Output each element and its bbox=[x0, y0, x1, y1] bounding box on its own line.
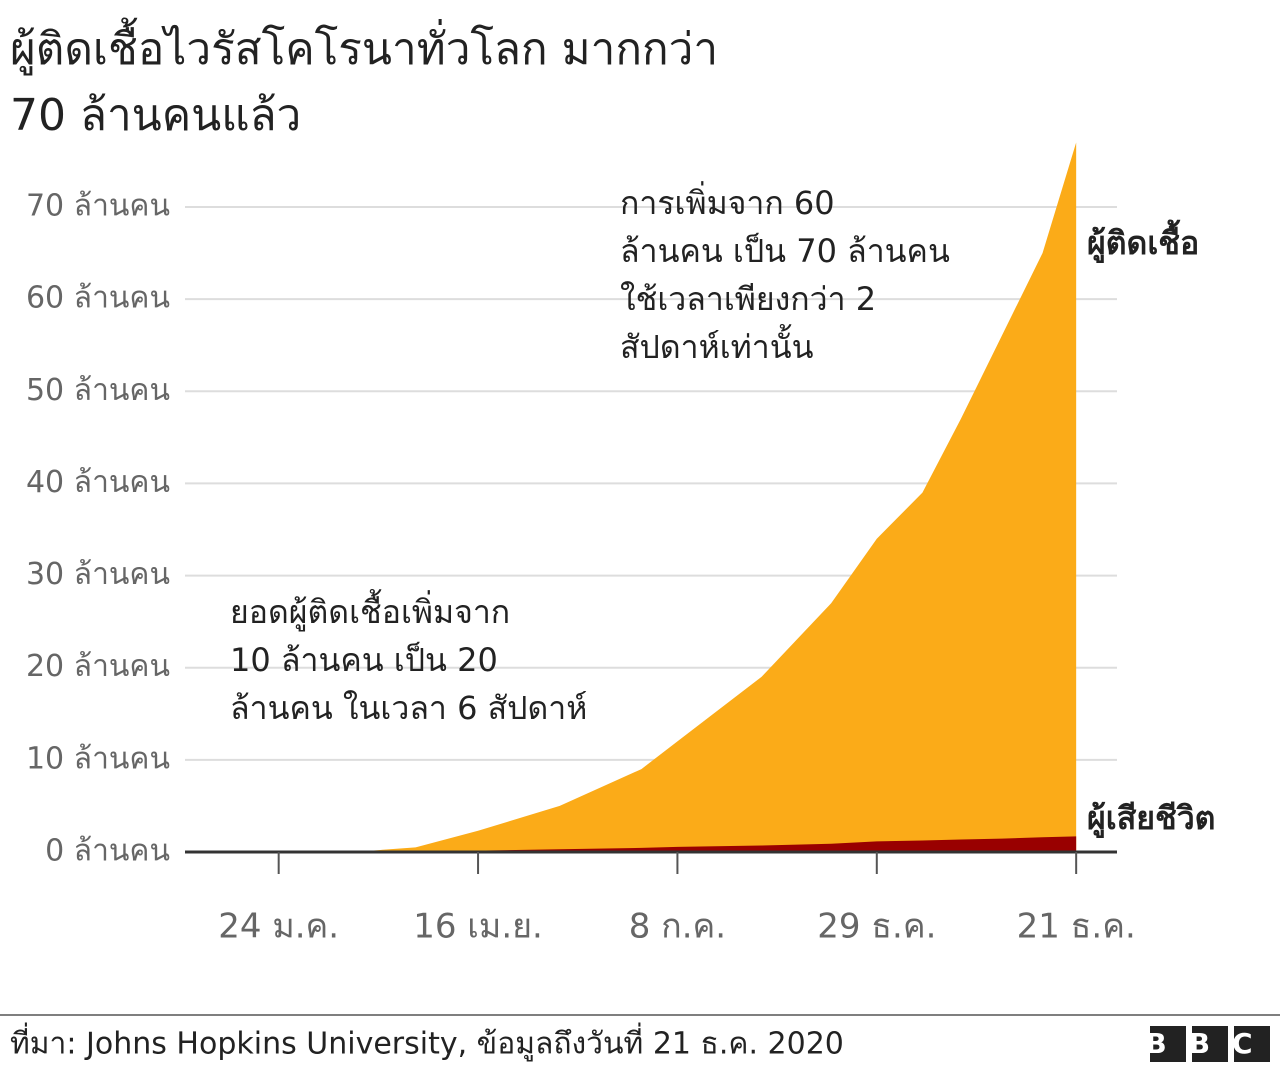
annotation: ล้านคน ในเวลา 6 สัปดาห์ bbox=[230, 689, 587, 727]
logo: BBC bbox=[1145, 1027, 1274, 1060]
chart-title: ผู้ติดเชื้อไวรัสโคโรนาทั่วโลก มากกว่า bbox=[10, 17, 718, 76]
series-label: ผู้เสียชีวิต bbox=[1087, 799, 1215, 839]
y-tick-label: 60 ล้านคน bbox=[26, 281, 170, 316]
area bbox=[273, 836, 1077, 852]
x-tick-label: 24 ม.ค. bbox=[218, 907, 339, 947]
y-tick-label: 0 ล้านคน bbox=[45, 834, 170, 869]
y-tick-label: 70 ล้านคน bbox=[26, 189, 170, 224]
series-label: ผู้ติดเชื้อ bbox=[1087, 219, 1199, 264]
y-tick-label: 10 ล้านคน bbox=[26, 741, 170, 776]
x-tick-label: 29 ธ.ค. bbox=[817, 907, 936, 947]
x-tick-label: 8 ก.ค. bbox=[629, 907, 726, 947]
logo-box bbox=[1192, 1026, 1228, 1062]
annotation: การเพิ่มจาก 60 bbox=[620, 181, 835, 222]
y-tick-label: 30 ล้านคน bbox=[26, 557, 170, 592]
annotation: ยอดผู้ติดเชื้อเพิ่มจาก bbox=[230, 589, 510, 632]
y-tick-label: 50 ล้านคน bbox=[26, 373, 170, 408]
y-tick-label: 20 ล้านคน bbox=[26, 649, 170, 684]
annotation: 10 ล้านคน เป็น 20 bbox=[230, 641, 498, 679]
area bbox=[273, 142, 1077, 852]
annotation: ใช้เวลาเพียงกว่า 2 bbox=[620, 280, 876, 318]
annotation: ล้านคน เป็น 70 ล้านคน bbox=[620, 232, 950, 270]
x-tick-label: 21 ธ.ค. bbox=[1017, 907, 1136, 947]
logo-box bbox=[1150, 1026, 1186, 1062]
logo-box bbox=[1234, 1026, 1270, 1062]
y-tick-label: 40 ล้านคน bbox=[26, 465, 170, 500]
chart-title: 70 ล้านคนแล้ว bbox=[10, 90, 301, 141]
source: ที่มา: Johns Hopkins University, ข้อมูลถ… bbox=[10, 1023, 844, 1062]
annotation: สัปดาห์เท่านั้น bbox=[620, 324, 814, 366]
x-tick-label: 16 เม.ย. bbox=[413, 907, 543, 947]
